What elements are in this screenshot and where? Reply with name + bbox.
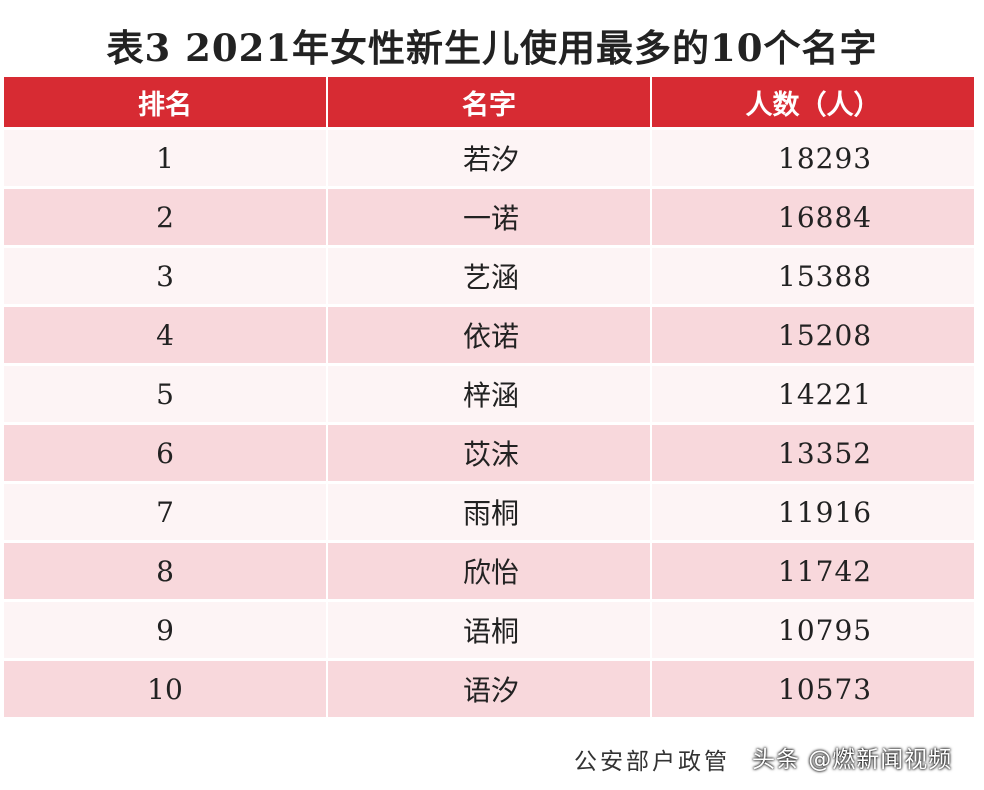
count-cell: 15208 <box>652 307 974 363</box>
rank-cell: 6 <box>4 425 326 481</box>
table-row: 9 语桐 10795 <box>4 602 974 658</box>
header-count: 人数（人） <box>652 77 974 127</box>
name-cell: 艺涵 <box>328 248 650 304</box>
rank-cell: 5 <box>4 366 326 422</box>
count-cell: 11742 <box>652 543 974 599</box>
rank-cell: 4 <box>4 307 326 363</box>
rank-cell: 2 <box>4 189 326 245</box>
count-cell: 10573 <box>652 661 974 717</box>
rank-cell: 1 <box>4 130 326 186</box>
table-row: 7 雨桐 11916 <box>4 484 974 540</box>
rank-cell: 8 <box>4 543 326 599</box>
name-cell: 若汐 <box>328 130 650 186</box>
table-row: 6 苡沫 13352 <box>4 425 974 481</box>
table-row: 8 欣怡 11742 <box>4 543 974 599</box>
header-name: 名字 <box>328 77 650 127</box>
count-cell: 16884 <box>652 189 974 245</box>
count-cell: 15388 <box>652 248 974 304</box>
name-cell: 梓涵 <box>328 366 650 422</box>
rank-cell: 9 <box>4 602 326 658</box>
rank-cell: 7 <box>4 484 326 540</box>
name-cell: 依诺 <box>328 307 650 363</box>
table-row: 10 语汐 10573 <box>4 661 974 717</box>
table-row: 2 一诺 16884 <box>4 189 974 245</box>
count-cell: 14221 <box>652 366 974 422</box>
source-note: 公安部户政管 <box>574 749 730 775</box>
table-title: 表3 2021年女性新生儿使用最多的10个名字 <box>106 26 878 70</box>
name-cell: 雨桐 <box>328 484 650 540</box>
count-cell: 18293 <box>652 130 974 186</box>
names-table: 排名 名字 人数（人） 1 若汐 18293 2 一诺 16884 3 艺涵 1… <box>2 74 976 720</box>
count-cell: 11916 <box>652 484 974 540</box>
rank-cell: 3 <box>4 248 326 304</box>
table-row: 3 艺涵 15388 <box>4 248 974 304</box>
table-row: 4 依诺 15208 <box>4 307 974 363</box>
name-cell: 语汐 <box>328 661 650 717</box>
table-row: 1 若汐 18293 <box>4 130 974 186</box>
table-row: 5 梓涵 14221 <box>4 366 974 422</box>
name-cell: 欣怡 <box>328 543 650 599</box>
rank-cell: 10 <box>4 661 326 717</box>
count-cell: 10795 <box>652 602 974 658</box>
header-row: 排名 名字 人数（人） <box>4 77 974 127</box>
header-rank: 排名 <box>4 77 326 127</box>
watermark: 头条 @燃新闻视频 <box>752 747 953 773</box>
name-cell: 苡沫 <box>328 425 650 481</box>
name-cell: 语桐 <box>328 602 650 658</box>
count-cell: 13352 <box>652 425 974 481</box>
name-cell: 一诺 <box>328 189 650 245</box>
